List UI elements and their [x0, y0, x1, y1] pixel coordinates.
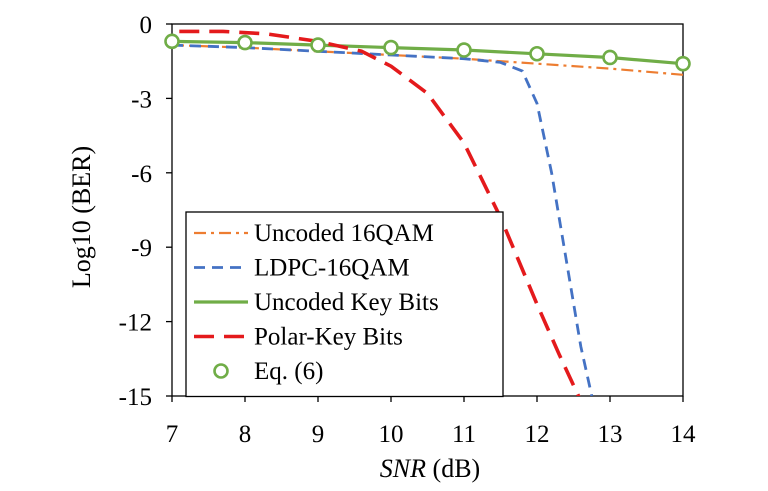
x-tick-label: 10	[379, 421, 404, 448]
x-axis-title: SNR (dB)	[380, 454, 480, 483]
data-point-eq-6	[456, 42, 472, 58]
data-point-eq-6	[602, 49, 618, 66]
legend-label-uncoded-key-bits: Uncoded Key Bits	[254, 289, 439, 316]
legend: Uncoded 16QAM LDPC-16QAM Uncoded Key Bits P…	[185, 211, 504, 398]
legend-label-ldpc-16qam: LDPC-16QAM	[254, 255, 410, 282]
data-point-eq-6	[164, 33, 180, 50]
data-point-eq-6	[529, 45, 545, 62]
legend-label-polar-key-bits: Polar-Key Bits	[254, 324, 403, 351]
y-tick-label: 0	[140, 12, 153, 39]
y-axis-ticks: 0 -3 -6 -9 -12 -15	[119, 12, 172, 411]
x-tick-label: 12	[525, 421, 550, 448]
series-line-ldpc-16qam	[172, 43, 594, 396]
x-tick-label: 8	[239, 421, 252, 448]
y-axis-title: Log10 (BER)	[67, 146, 96, 288]
data-point-eq-6	[237, 34, 253, 51]
y-tick-label: -3	[131, 86, 152, 113]
x-tick-label: 9	[312, 421, 325, 448]
data-point-eq-6	[675, 55, 691, 72]
legend-label-uncoded-16qam: Uncoded 16QAM	[254, 220, 434, 247]
y-tick-label: -6	[131, 161, 152, 188]
legend-swatch-eq-6	[213, 363, 229, 379]
x-tick-label: 7	[166, 421, 179, 448]
series-line-uncoded-key-bits	[172, 39, 683, 66]
x-axis-title-italic: SNR	[380, 454, 426, 483]
x-tick-label: 14	[671, 421, 697, 448]
legend-box	[185, 211, 504, 398]
y-tick-label: -9	[131, 235, 152, 262]
data-point-eq-6	[383, 39, 399, 56]
x-tick-label: 11	[452, 421, 476, 448]
legend-label-eq-6: Eq. (6)	[254, 358, 323, 385]
y-tick-label: -12	[119, 310, 152, 337]
data-point-eq-6	[310, 37, 326, 53]
x-tick-label: 13	[598, 421, 623, 448]
x-axis-ticks: 7 8 9 10 11 12 13 14	[166, 396, 696, 448]
x-axis-title-unit: (dB)	[426, 454, 480, 483]
series-layer	[164, 29, 691, 396]
y-tick-label: -15	[119, 384, 152, 411]
series-line-polar-key-bits	[179, 29, 581, 396]
